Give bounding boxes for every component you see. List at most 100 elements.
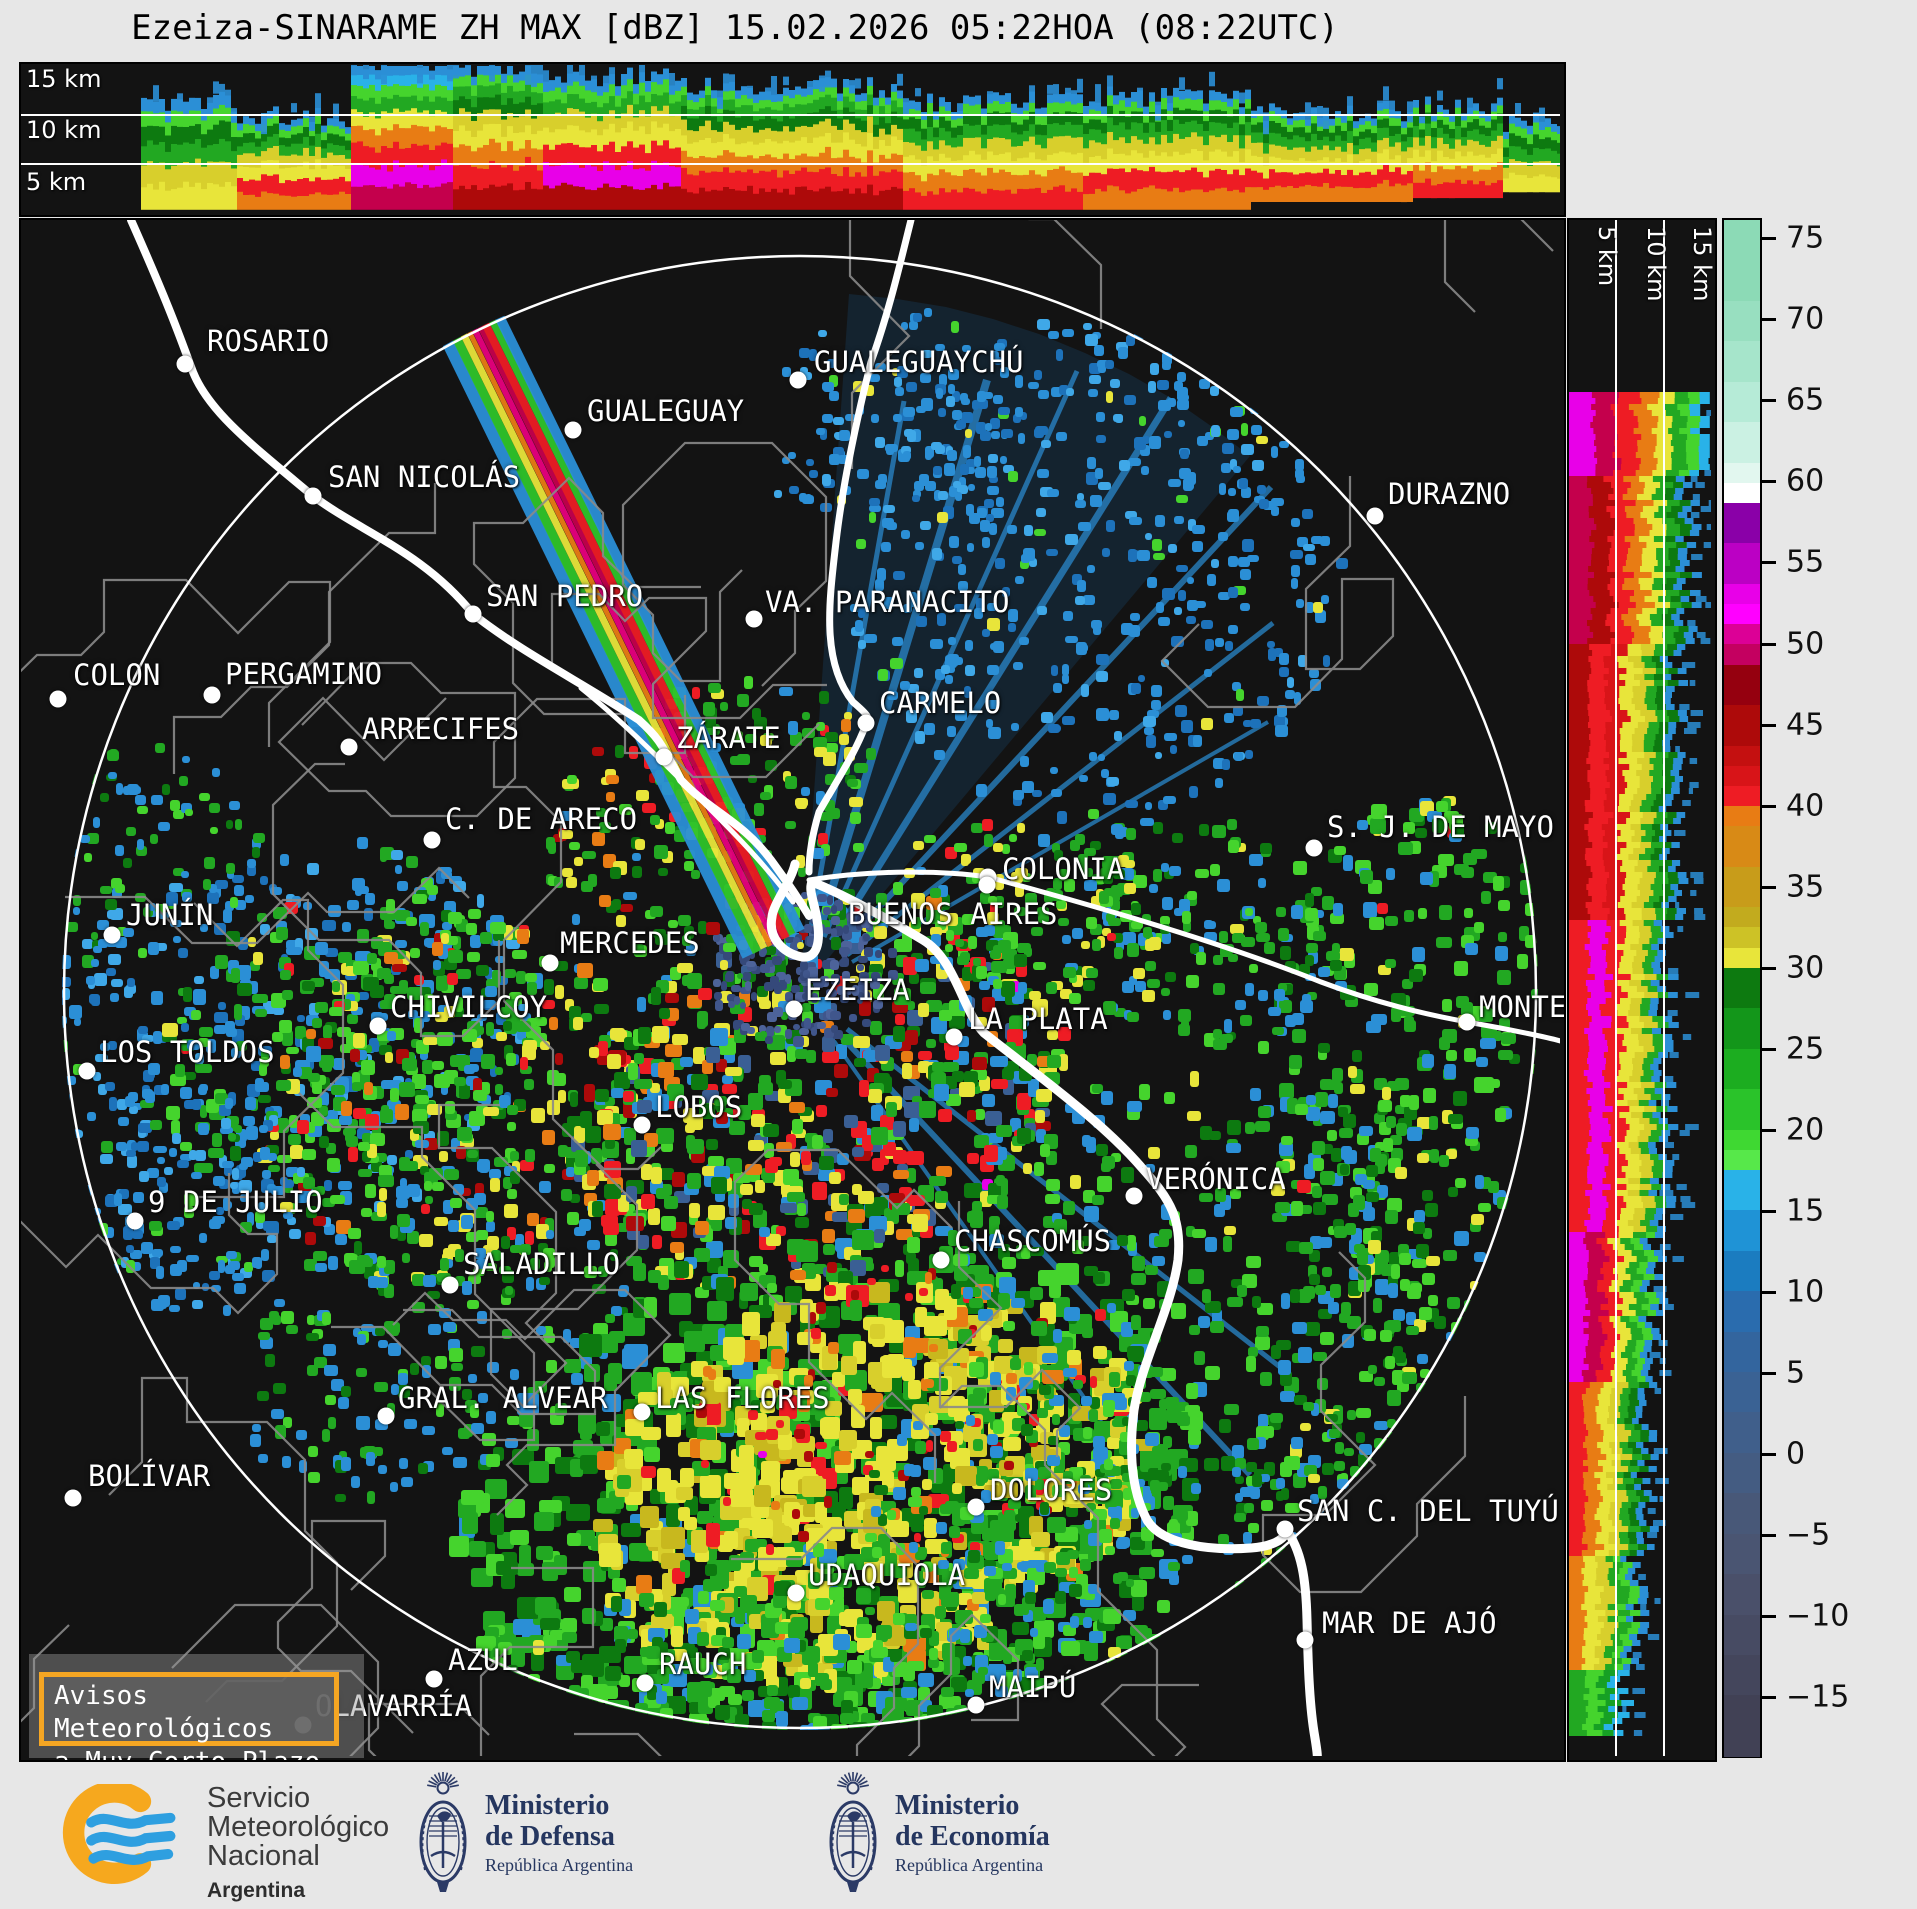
- colorbar-tick-label: 50: [1786, 626, 1825, 662]
- city-label: GUALEGUAY: [587, 394, 745, 428]
- right-axis-label-5km: 5 km: [1593, 226, 1621, 287]
- city-label: RAUCH: [659, 1647, 747, 1681]
- colorbar-segment: [1724, 1695, 1760, 1757]
- footer: Servicio Meteorológico Nacional Argentin…: [0, 1762, 1917, 1909]
- colorbar-segment: [1724, 422, 1760, 464]
- city-label: S. J. DE MAYO: [1327, 810, 1554, 844]
- warning-banner[interactable]: Avisos Meteorológicos a Muy Corto Plazo: [29, 1654, 364, 1760]
- right-axis-label-15km: 15 km: [1688, 226, 1716, 302]
- colorbar-tick-label: −15: [1786, 1679, 1850, 1715]
- defensa-text: Ministerio de Defensa República Argentin…: [485, 1790, 633, 1876]
- colorbar-segment: [1724, 785, 1760, 807]
- city-dot: [785, 1000, 803, 1018]
- colorbar-tick: [1762, 1615, 1776, 1618]
- city-dot: [1458, 1013, 1476, 1031]
- colorbar-segment: [1724, 1452, 1760, 1494]
- colorbar-segment: [1724, 765, 1760, 787]
- city-label: LOBOS: [655, 1090, 743, 1124]
- colorbar-segment: [1724, 381, 1760, 423]
- colorbar-tick-label: 55: [1786, 544, 1825, 580]
- city-label: SAN C. DEL TUYÚ: [1297, 1494, 1559, 1528]
- right-cross-section-plot: [1569, 220, 1711, 1756]
- city-label: LOS TOLDOS: [100, 1035, 275, 1069]
- warning-banner-box[interactable]: Avisos Meteorológicos a Muy Corto Plazo: [39, 1672, 339, 1760]
- top-cross-section-plot: [21, 65, 1560, 210]
- colorbar-tick: [1762, 886, 1776, 889]
- smn-text: Servicio Meteorológico Nacional Argentin…: [207, 1784, 389, 1905]
- colorbar-segment: [1724, 1654, 1760, 1696]
- colorbar-tick: [1762, 318, 1776, 321]
- defensa-logo-group: Ministerio de Defensa República Argentin…: [413, 1762, 743, 1909]
- radar-map-plot: [21, 220, 1560, 1756]
- colorbar-segment: [1724, 664, 1760, 706]
- city-label: GUALEGUAYCHÚ: [814, 345, 1024, 379]
- colorbar-segment: [1724, 806, 1760, 827]
- city-label: VERÓNICA: [1146, 1162, 1286, 1196]
- city-label: PERGAMINO: [225, 657, 383, 691]
- colorbar-tick: [1762, 399, 1776, 402]
- coat-of-arms-icon: [419, 1772, 467, 1892]
- city-dot: [425, 1670, 443, 1688]
- city-label: COLON: [73, 658, 161, 692]
- colorbar-segment: [1724, 1250, 1760, 1292]
- city-label: CARMELO: [879, 686, 1002, 720]
- colorbar-segment: [1724, 745, 1760, 767]
- defensa-title1: Ministerio: [485, 1790, 610, 1821]
- city-dot: [176, 355, 194, 373]
- colorbar-segment: [1724, 866, 1760, 908]
- colorbar-tick: [1762, 1372, 1776, 1375]
- city-dot: [541, 954, 559, 972]
- city-label: 9 DE JULIO: [148, 1185, 323, 1219]
- city-dot: [441, 1276, 459, 1294]
- colorbar-tick-label: −10: [1786, 1598, 1850, 1634]
- colorbar-segment: [1724, 462, 1760, 484]
- colorbar-segment: [1724, 1291, 1760, 1333]
- colorbar-tick: [1762, 480, 1776, 483]
- colorbar-segment: [1724, 604, 1760, 625]
- colorbar-segment: [1724, 907, 1760, 928]
- colorbar-tick-label: 20: [1786, 1112, 1825, 1148]
- colorbar-tick: [1762, 643, 1776, 646]
- city-dot: [967, 1498, 985, 1516]
- city-dot: [64, 1489, 82, 1507]
- city-dot: [369, 1017, 387, 1035]
- city-dot: [464, 605, 482, 623]
- colorbar-segment: [1724, 220, 1760, 302]
- city-label: MONTEVIDEO: [1479, 990, 1566, 1024]
- colorbar-tick-label: 45: [1786, 707, 1825, 743]
- smn-line3: Nacional: [207, 1840, 320, 1872]
- colorbar-segment: [1724, 705, 1760, 747]
- top-axis-label-5km: 5 km: [26, 168, 87, 196]
- city-label: ROSARIO: [207, 324, 330, 358]
- city-label: BOLÍVAR: [88, 1459, 211, 1493]
- top-cross-section-panel: 15 km 10 km 5 km: [19, 62, 1566, 217]
- city-label: AZUL: [448, 1643, 518, 1677]
- city-dot: [49, 690, 67, 708]
- colorbar-segment: [1724, 1210, 1760, 1252]
- city-dot: [126, 1212, 144, 1230]
- colorbar-tick-label: 65: [1786, 382, 1825, 418]
- colorbar-segment: [1724, 1533, 1760, 1575]
- colorbar-tick-label: 0: [1786, 1436, 1806, 1472]
- colorbar-tick: [1762, 561, 1776, 564]
- colorbar-segment: [1724, 644, 1760, 666]
- colorbar-tick-label: 5: [1786, 1355, 1806, 1391]
- city-label: UDAQUIOLA: [808, 1558, 966, 1592]
- colorbar-segment: [1724, 1129, 1760, 1151]
- colorbar-tick-label: 30: [1786, 950, 1825, 986]
- colorbar-tick: [1762, 1129, 1776, 1132]
- defensa-title2: de Defensa: [485, 1821, 615, 1852]
- colorbar-segment: [1724, 1574, 1760, 1616]
- city-dot: [932, 1251, 950, 1269]
- colorbar-tick: [1762, 805, 1776, 808]
- colorbar-tick: [1762, 1534, 1776, 1537]
- colorbar-tick-label: −5: [1786, 1517, 1831, 1553]
- colorbar-segment: [1724, 583, 1760, 605]
- colorbar-segment: [1724, 482, 1760, 504]
- radar-map-panel: ROSARIO GUALEGUAYCHÚ GUALEGUAY SAN NICOLÁS D…: [19, 218, 1566, 1762]
- colorbar-segment: [1724, 1008, 1760, 1050]
- smn-logo-icon: [62, 1784, 176, 1884]
- city-dot: [857, 714, 875, 732]
- smn-line1: Servicio: [207, 1782, 311, 1814]
